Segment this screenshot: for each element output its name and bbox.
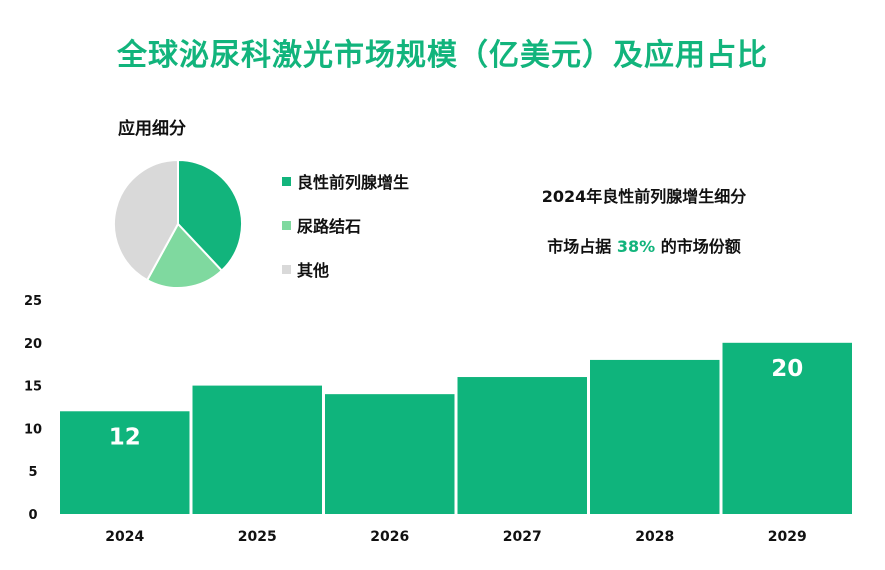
highlight-line1: 2024年良性前列腺增生细分 bbox=[541, 187, 747, 206]
data-label-2029: 20 bbox=[771, 356, 803, 382]
x-tick-label: 2027 bbox=[503, 529, 542, 545]
highlight-suffix: 的市场份额 bbox=[660, 237, 741, 256]
y-tick-label: 15 bbox=[24, 380, 42, 395]
x-tick-label: 2026 bbox=[370, 529, 409, 545]
bar-2024 bbox=[60, 411, 190, 514]
legend-item-other: 其他 bbox=[282, 256, 409, 282]
y-tick-label: 25 bbox=[24, 294, 42, 309]
bar-2026 bbox=[325, 394, 455, 514]
legend-label-other: 其他 bbox=[297, 261, 330, 280]
highlight-percent: 38% bbox=[616, 237, 656, 256]
pie-slice-other bbox=[113, 158, 179, 282]
y-tick-label: 0 bbox=[28, 508, 37, 523]
legend-swatch-stone bbox=[282, 220, 291, 230]
bar-2027 bbox=[457, 377, 587, 514]
y-tick-label: 5 bbox=[28, 465, 37, 480]
highlight-annotation: 2024年良性前列腺增生细分 市场占据 38% 的市场份额 bbox=[470, 172, 818, 272]
pie-slice-stone bbox=[145, 222, 224, 289]
bar-2025 bbox=[192, 385, 322, 514]
highlight-line2: 市场占据 38% 的市场份额 bbox=[470, 222, 818, 272]
legend-item-bph: 良性前列腺增生 bbox=[282, 168, 409, 194]
x-tick-label: 2025 bbox=[238, 529, 277, 545]
bar-2029 bbox=[722, 342, 852, 514]
legend-swatch-bph bbox=[282, 176, 291, 186]
legend-swatch-other bbox=[282, 264, 291, 274]
chart-title: 全球泌尿科激光市场规模（亿美元）及应用占比 bbox=[117, 38, 768, 73]
x-tick-label: 2024 bbox=[105, 529, 144, 545]
highlight-prefix: 市场占据 bbox=[547, 237, 612, 256]
y-tick-label: 10 bbox=[24, 422, 42, 437]
pie-slice-bph bbox=[177, 158, 243, 273]
legend-item-stone: 尿路结石 bbox=[282, 212, 409, 238]
legend-label-bph: 良性前列腺增生 bbox=[297, 173, 410, 192]
legend-label-stone: 尿路结石 bbox=[297, 217, 362, 236]
bar-2028 bbox=[590, 359, 720, 514]
pie-title: 应用细分 bbox=[118, 119, 186, 139]
y-tick-label: 20 bbox=[24, 337, 42, 352]
x-tick-label: 2028 bbox=[635, 529, 674, 545]
pie-chart bbox=[113, 158, 243, 289]
pie-legend: 良性前列腺增生 尿路结石 其他 bbox=[282, 168, 409, 300]
x-tick-label: 2029 bbox=[768, 529, 807, 545]
data-label-2024: 12 bbox=[109, 424, 141, 450]
